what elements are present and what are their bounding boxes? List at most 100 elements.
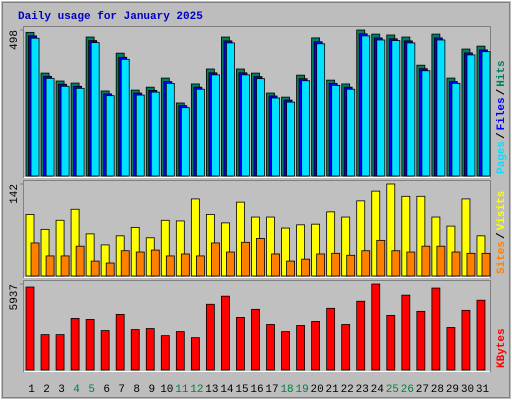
bar: [356, 200, 366, 277]
bar: [476, 299, 486, 371]
bar: [286, 260, 295, 277]
x-tick-label: 12: [190, 384, 203, 396]
bar: [180, 253, 190, 277]
bar: [85, 319, 95, 371]
x-tick-label: 15: [235, 384, 248, 396]
bar: [376, 39, 386, 177]
x-tick-label: 16: [250, 384, 263, 396]
legend: KBytes: [496, 328, 508, 368]
bar: [461, 198, 471, 277]
bar: [135, 94, 145, 177]
bar: [45, 77, 55, 177]
bar: [40, 334, 50, 371]
legend-entry: KBytes: [496, 328, 508, 368]
x-tick-label: 19: [295, 384, 308, 396]
bar: [271, 253, 280, 277]
bar: [130, 329, 140, 371]
bar: [190, 337, 200, 371]
y-tick-label: 142: [9, 184, 21, 204]
bar: [431, 287, 441, 371]
bar: [160, 219, 170, 277]
bar: [165, 255, 175, 277]
bar: [30, 37, 40, 177]
bar: [436, 245, 446, 277]
bar: [70, 318, 80, 371]
x-tick-label: 17: [265, 384, 278, 396]
bar: [406, 42, 416, 177]
x-tick-label: 20: [311, 384, 324, 396]
bar: [55, 219, 65, 277]
bar: [180, 107, 190, 177]
legend: Pages / Files / Hits: [496, 60, 508, 174]
x-tick-label: 30: [461, 384, 474, 396]
bar: [226, 251, 235, 277]
bar: [311, 223, 321, 277]
bar: [371, 190, 381, 277]
bar: [361, 250, 371, 277]
bar: [266, 216, 275, 277]
bar: [120, 250, 130, 277]
x-tick-label: 21: [326, 384, 340, 396]
bar: [135, 251, 145, 277]
bar: [251, 308, 260, 371]
legend-entry: Sites: [496, 241, 508, 274]
x-tick-label: 7: [118, 384, 125, 396]
bar: [150, 249, 160, 277]
bar: [421, 70, 431, 177]
bar: [286, 101, 295, 177]
bar: [311, 321, 321, 371]
y-tick-label: 498: [9, 30, 21, 50]
x-tick-label: 1: [28, 384, 35, 396]
bar: [346, 88, 356, 177]
bar: [386, 314, 396, 371]
legend: Sites /Visits: [496, 191, 508, 274]
bar: [421, 245, 431, 277]
bar: [376, 239, 386, 277]
x-tick-label: 6: [103, 384, 110, 396]
bar: [221, 295, 230, 371]
bar: [301, 258, 311, 277]
bar: [341, 216, 351, 277]
bar: [346, 254, 356, 277]
bar: [331, 85, 341, 177]
bar: [45, 255, 55, 277]
bar: [371, 283, 381, 371]
legend-separator: /: [496, 88, 508, 95]
bar: [316, 253, 326, 277]
y-tick-label: 5937: [9, 284, 21, 310]
bar: [175, 331, 185, 371]
bar: [386, 183, 396, 277]
x-tick-label: 13: [205, 384, 218, 396]
bar: [150, 91, 160, 177]
bar: [331, 252, 341, 277]
bar: [296, 325, 305, 371]
bar: [481, 51, 491, 177]
bar: [466, 54, 476, 177]
bar: [90, 260, 100, 277]
bar: [266, 324, 275, 371]
bar: [391, 40, 401, 177]
x-tick-label: 5: [88, 384, 95, 396]
bar: [281, 227, 290, 277]
bar: [55, 334, 65, 371]
chart-title: Daily usage for January 2025: [18, 11, 203, 23]
x-tick-label: 4: [73, 384, 80, 396]
legend-entry: Pages: [496, 141, 508, 174]
bar: [256, 238, 265, 277]
x-tick-label: 3: [58, 384, 65, 396]
bar: [326, 307, 336, 371]
bar: [466, 252, 476, 277]
x-tick-label: 28: [431, 384, 444, 396]
bar: [40, 228, 50, 277]
bar: [70, 208, 80, 277]
x-tick-label: 27: [416, 384, 429, 396]
bar: [160, 335, 170, 371]
bar: [75, 245, 85, 277]
bar: [221, 222, 230, 277]
bar: [145, 328, 155, 371]
bar: [356, 300, 366, 371]
bar: [236, 201, 245, 277]
x-tick-label: 11: [175, 384, 189, 396]
